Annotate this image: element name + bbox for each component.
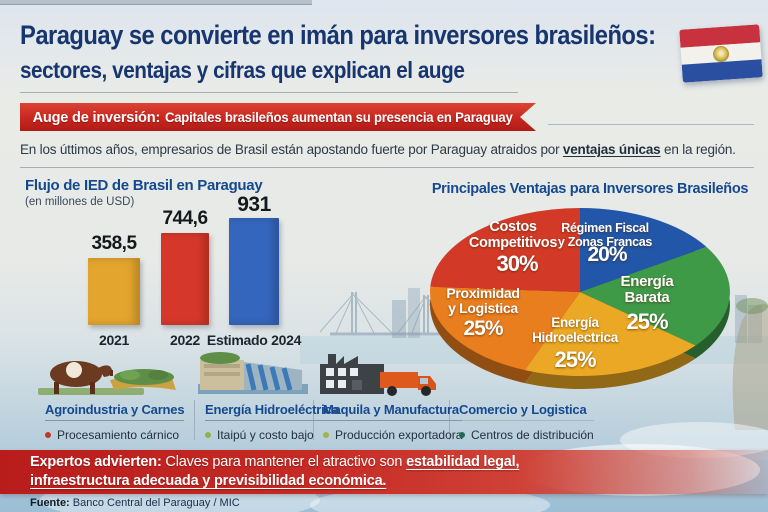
warning-line2: infraestructura adecuada y previsibilida… — [30, 473, 387, 489]
pie-svg — [430, 208, 730, 389]
source-label: Fuente: — [30, 497, 70, 509]
sector-maquila: Maquila y Manufactura Producción exporta… — [323, 402, 463, 442]
factory-truck-icon — [320, 354, 436, 396]
bar-chart-title: Flujo de IED de Brasil en Paraguay — [25, 177, 263, 194]
bar-category-label: 2022 — [170, 332, 200, 348]
pie-percent-label: 20% — [587, 243, 627, 266]
bullet-dot — [45, 432, 51, 438]
cow-icon — [38, 361, 176, 395]
gridline — [0, 0, 312, 1]
gridline — [0, 3, 312, 4]
pie-label: Energía Hidroelectrica — [532, 315, 618, 345]
sector-energia-bullet: Itaipú y costo bajo — [217, 428, 314, 442]
pie-slice-top — [430, 286, 580, 371]
intro-post: en la región. — [660, 142, 736, 157]
pie-label: Energía Barata — [620, 273, 674, 307]
pie-slice-top — [580, 247, 730, 346]
source-line: Fuente: Banco Central del Paraguay / MIC — [30, 497, 240, 509]
sector-energia: Energía Hidroeléctrica Itaipú y costo ba… — [205, 402, 339, 442]
warning-strong1: estabilidad legal, — [406, 454, 520, 470]
bar-chart-subtitle: (en millones de USD) — [25, 196, 135, 208]
bar-category-label: 2021 — [99, 332, 129, 348]
sector-maquila-bullet: Producción exportadora — [335, 428, 463, 442]
pie-slice-top — [580, 208, 707, 292]
pie-percent-label: 25% — [554, 347, 596, 372]
warning-lead: Expertos advierten: — [30, 454, 162, 470]
sector-agro-bullet: Procesamiento cárnico — [57, 428, 180, 442]
ribbon-text: Capitales brasileños aumentan su presenc… — [164, 109, 513, 125]
gridline — [0, 1, 312, 2]
sector-comercio-bullet: Centros de distribución — [471, 428, 594, 442]
bar-value-label: 931 — [237, 193, 271, 216]
bullet-dot — [205, 432, 211, 438]
bar-Estimado 2024 — [229, 218, 279, 325]
pie-percent-label: 25% — [463, 317, 503, 340]
column-divider — [194, 400, 195, 440]
pie-label: Costos Competitivos — [468, 219, 558, 251]
pie-chart-title: Principales Ventajas para Inversores Bra… — [431, 181, 749, 197]
ribbon-side-line — [548, 124, 754, 125]
bullet-dot — [459, 432, 465, 438]
sector-agro-title: Agroindustria y Carnes — [45, 402, 185, 421]
pie-slice-top — [430, 208, 580, 292]
gridline — [0, 2, 312, 3]
bar-value-label: 744,6 — [162, 208, 208, 229]
bar-2021 — [88, 258, 140, 325]
page-title-line2: sectores, ventajas y cifras que explican… — [20, 57, 465, 83]
sector-comercio: Comercio y Logistica Centros de distribu… — [459, 402, 594, 442]
sector-icons — [38, 352, 436, 396]
intro-text: En los úttimos años, empresarios de Bras… — [20, 142, 750, 157]
pie-label: Régimen Fiscal y Zonas Francas — [557, 221, 653, 249]
intro-highlight: ventajas únicas — [562, 142, 661, 157]
gridline — [0, 4, 312, 5]
paraguay-flag-icon — [679, 24, 763, 83]
warning-mid: Claves para mantener el atractivo son — [161, 454, 407, 470]
investment-ribbon: Auge de inversión: Capitales brasileños a… — [20, 103, 536, 131]
bar-value-label: 358,5 — [91, 233, 137, 254]
dam-icon — [198, 352, 308, 394]
pie-chart: Costos Competitivos 30% Régimen Fiscal y Zon… — [425, 200, 745, 395]
pie-slice-top — [524, 292, 696, 376]
sector-energia-title: Energía Hidroeléctrica — [205, 402, 339, 421]
sector-comercio-title: Comercio y Logistica — [459, 402, 594, 421]
source-text: Banco Central del Paraguay / MIC — [72, 497, 240, 509]
page-title-line1: Paraguay se convierte en imán para inver… — [20, 20, 656, 50]
bar-2022 — [161, 233, 209, 325]
sector-agro: Agroindustria y Carnes Procesamiento cár… — [45, 402, 185, 442]
title-divider — [20, 92, 518, 93]
ribbon-lead: Auge de inversión: — [32, 108, 161, 126]
bullet-dot — [323, 432, 329, 438]
pie-percent-label: 30% — [496, 251, 538, 276]
warning-banner: Expertos advierten: Claves para mantener… — [0, 450, 768, 494]
bar-category-label: Estimado 2024 — [206, 332, 302, 348]
pie-percent-label: 25% — [626, 309, 668, 334]
intro-pre: En los úttimos años, empresarios de Bras… — [20, 142, 563, 157]
sector-maquila-title: Maquila y Manufactura — [323, 402, 463, 421]
intro-divider — [20, 167, 754, 168]
pie-label: Proximidad y Logistica — [446, 285, 520, 317]
